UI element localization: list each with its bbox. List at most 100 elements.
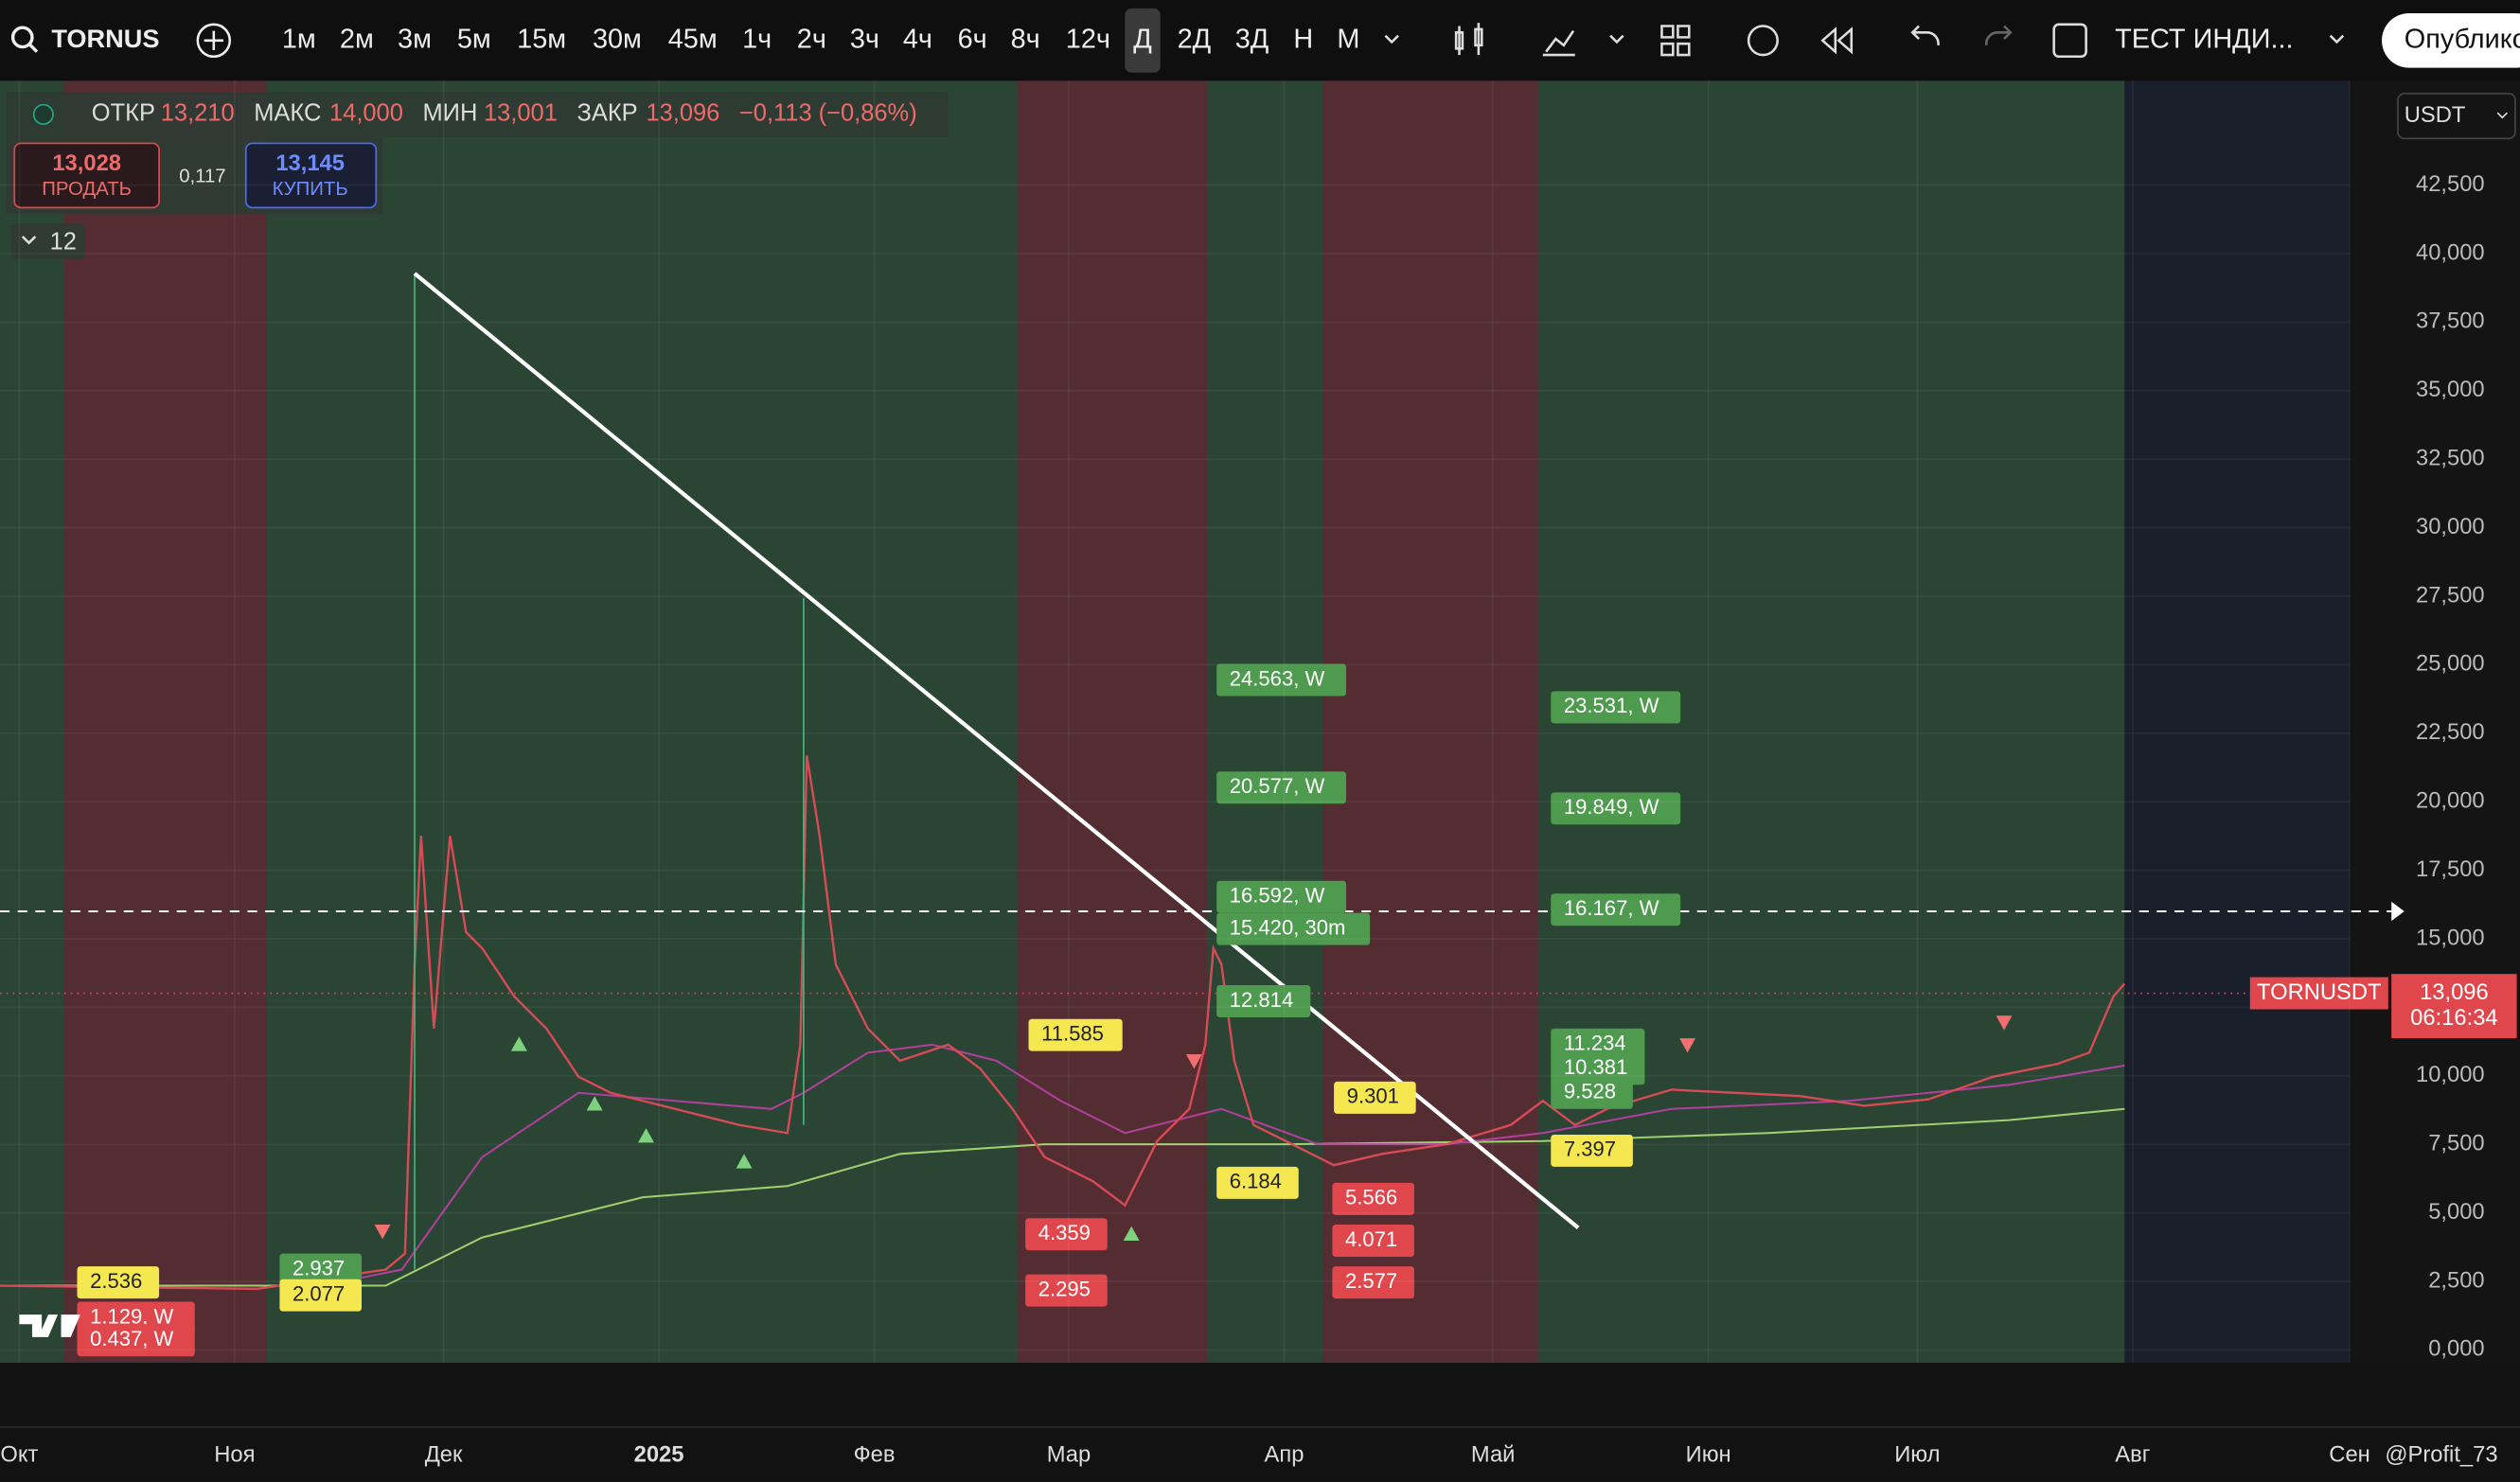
level-label-bg xyxy=(1551,893,1681,926)
interval[interactable]: 6ч xyxy=(958,24,987,54)
search-icon xyxy=(27,42,39,53)
interval[interactable]: 3Д xyxy=(1235,24,1269,54)
level-label: 2.577 xyxy=(1345,1269,1397,1293)
buy-price: 13,145 xyxy=(275,150,345,176)
future-area xyxy=(2124,80,2351,1364)
level-label: 6.184 xyxy=(1230,1170,1282,1193)
sell-button[interactable] xyxy=(13,142,160,209)
add-symbol[interactable] xyxy=(196,23,232,59)
value: 13,210 xyxy=(161,100,235,127)
price-label: 15,000 xyxy=(2416,925,2485,950)
interval-menu[interactable] xyxy=(1384,34,1399,44)
red-band xyxy=(1017,80,1207,1364)
buy-signal xyxy=(736,1154,753,1169)
time-label: Окт xyxy=(0,1442,38,1468)
symbol[interactable]: TORNUS xyxy=(51,24,159,53)
sell-signal xyxy=(1185,1054,1202,1069)
chevron xyxy=(21,236,37,245)
interval[interactable]: 30м xyxy=(593,24,642,54)
price-label: 32,500 xyxy=(2416,445,2485,470)
interval[interactable]: 5м xyxy=(457,24,491,54)
publish-button[interactable] xyxy=(2382,12,2520,68)
buy-label: КУПИТЬ xyxy=(273,179,348,200)
interval[interactable]: Н xyxy=(1293,24,1313,54)
interval[interactable]: 1м xyxy=(282,24,316,54)
price-tag xyxy=(2391,974,2517,1039)
sell-signal xyxy=(374,1225,391,1240)
level-label: 9.301 xyxy=(1347,1085,1399,1108)
sell-price: 13,028 xyxy=(52,150,121,176)
buy-signal xyxy=(1123,1226,1140,1241)
level-label-bg xyxy=(279,1279,362,1312)
level-label-bg xyxy=(1551,792,1681,825)
level-label: 20.577, W xyxy=(1230,774,1325,798)
level-label-bg xyxy=(1216,663,1346,697)
time-label: Дек xyxy=(425,1442,463,1468)
level-label-bg xyxy=(1025,1218,1108,1251)
level-label: 4.359 xyxy=(1038,1221,1091,1244)
interval[interactable]: 15м xyxy=(517,24,566,54)
level-label: 4.071 xyxy=(1345,1227,1397,1251)
price-label: 37,500 xyxy=(2416,309,2485,334)
interval[interactable]: 3ч xyxy=(850,24,879,54)
interval[interactable]: М xyxy=(1337,24,1359,54)
redo-icon[interactable] xyxy=(1984,25,2013,46)
toolbar xyxy=(0,0,2520,81)
interval[interactable]: 8ч xyxy=(1011,24,1040,54)
undo-icon[interactable] xyxy=(1910,25,1940,46)
label: ЗАКР xyxy=(577,100,637,127)
interval[interactable]: 2м xyxy=(340,24,374,54)
alert-icon[interactable] xyxy=(1747,25,1779,57)
interval[interactable]: 1ч xyxy=(742,24,772,54)
level-label-bg xyxy=(1334,1081,1416,1114)
interval[interactable]: Д xyxy=(1133,24,1152,54)
buy-button[interactable] xyxy=(244,142,378,209)
level-label: 15.420, 30m xyxy=(1230,915,1346,939)
ohlc-legend: ОТКР 13,210 МАКС 14,000 МИН 13,001 ЗАКР … xyxy=(92,100,917,127)
candles-icon[interactable] xyxy=(1454,23,1483,56)
level-label-bg xyxy=(1216,912,1371,945)
checkbox[interactable] xyxy=(2052,23,2087,59)
level-label-bg xyxy=(1216,1166,1299,1199)
level-label-bg xyxy=(77,1266,160,1299)
watermark: @Profit_73 xyxy=(2385,1442,2497,1468)
trend-line[interactable] xyxy=(413,272,1580,1230)
price-label: 27,500 xyxy=(2416,582,2485,608)
interval[interactable]: 45м xyxy=(668,24,718,54)
price-label: 7,500 xyxy=(2428,1131,2484,1156)
ma-slow xyxy=(0,1107,2125,1287)
indicator-name[interactable]: ТЕСТ ИНДИ... xyxy=(2115,24,2293,54)
search-icon[interactable] xyxy=(10,26,34,49)
indicators-toggle[interactable] xyxy=(10,223,85,259)
add-symbol xyxy=(204,30,223,50)
interval[interactable]: 12ч xyxy=(1066,24,1110,54)
currency-select[interactable] xyxy=(2397,92,2516,140)
replay-icon[interactable] xyxy=(1820,26,1854,55)
level-label-bg xyxy=(1332,1225,1414,1257)
chevron xyxy=(2496,112,2509,119)
interval[interactable]: 2Д xyxy=(1178,24,1212,54)
signals xyxy=(374,1015,2013,1240)
level-label: 11.585 xyxy=(1041,1022,1104,1046)
buy-signal xyxy=(510,1036,527,1051)
interval[interactable]: 4ч xyxy=(903,24,932,54)
chevron[interactable] xyxy=(2329,34,2345,44)
line-handle xyxy=(2391,901,2405,922)
interval[interactable]: 2ч xyxy=(797,24,826,54)
interval[interactable]: 3м xyxy=(398,24,432,54)
level-label-bg xyxy=(1216,985,1311,1018)
price-label: 30,000 xyxy=(2416,514,2485,539)
time-label: Ноя xyxy=(214,1442,255,1468)
labels: 24.563, W 20.577, W 16.592, W 15.420, 30m 12… xyxy=(77,663,1681,1357)
indicators-count: 12 xyxy=(50,228,77,255)
intervals: 1м 2м 3м 5м 15м 30м 45м 1ч 2ч 3ч 4ч 6ч 8ч 12ч Д 2Д 3Д Н М xyxy=(282,8,1359,73)
level-label-bg xyxy=(1551,691,1681,724)
price-label: 25,000 xyxy=(2416,651,2485,677)
price-label: 20,000 xyxy=(2416,787,2485,813)
value: 13,096 xyxy=(646,100,719,127)
symbol-tag xyxy=(2249,977,2388,1010)
chevron[interactable] xyxy=(1609,34,1624,44)
level-label: 2.295 xyxy=(1038,1277,1091,1300)
layout-icon[interactable] xyxy=(1660,25,1691,57)
indicators-icon[interactable] xyxy=(1542,29,1575,57)
